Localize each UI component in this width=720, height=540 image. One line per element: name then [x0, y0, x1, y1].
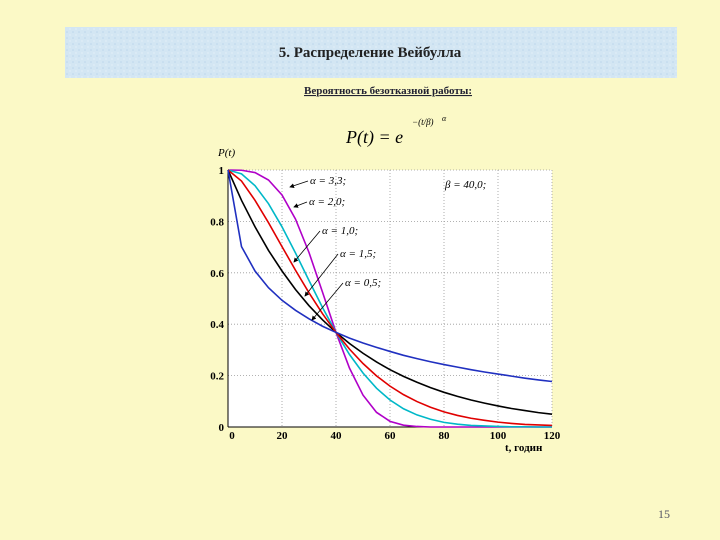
series-label: α = 1,0;	[322, 225, 358, 237]
header-band	[65, 27, 677, 78]
subtitle: Вероятность безотказной работы:	[304, 85, 472, 97]
label-arrow	[289, 180, 309, 189]
formula-exponent: −(t/β)	[412, 117, 434, 127]
x-axis-label: t, годин	[505, 442, 543, 454]
formula-power: α	[442, 114, 447, 123]
y-tick-label: 0.4	[210, 319, 224, 331]
y-tick-label: 1	[219, 165, 225, 177]
series-label: α = 1,5;	[340, 248, 376, 260]
x-tick-label: 80	[439, 430, 451, 442]
page-number: 15	[658, 507, 670, 521]
series-line	[227, 169, 552, 428]
plot-area	[228, 170, 552, 427]
x-tick-label: 40	[331, 430, 343, 442]
series-label: α = 0,5;	[345, 277, 381, 289]
y-tick-label: 0	[219, 422, 225, 434]
series-line	[227, 169, 553, 383]
slide-title: 5. Распределение Вейбулла	[279, 45, 462, 61]
y-tick-label: 0.2	[210, 371, 224, 383]
label-arrow	[311, 282, 344, 321]
x-tick-label: 0	[229, 430, 235, 442]
x-tick-label: 120	[544, 430, 561, 442]
annotation: β = 40,0;	[444, 179, 486, 191]
series-label: α = 2,0;	[309, 196, 345, 208]
series-line	[227, 169, 553, 415]
label-arrow	[293, 201, 308, 208]
y-axis-label: P(t)	[217, 147, 235, 159]
x-tick-label: 60	[385, 430, 397, 442]
x-tick-label: 20	[277, 430, 289, 442]
series-line	[227, 169, 553, 427]
label-arrow	[304, 253, 339, 297]
label-arrow	[293, 230, 321, 263]
y-tick-label: 0.6	[210, 268, 224, 280]
series-label: α = 3,3;	[310, 175, 346, 187]
y-tick-label: 0.8	[210, 216, 224, 228]
formula: P(t) = e	[345, 127, 403, 148]
x-tick-label: 100	[490, 430, 507, 442]
